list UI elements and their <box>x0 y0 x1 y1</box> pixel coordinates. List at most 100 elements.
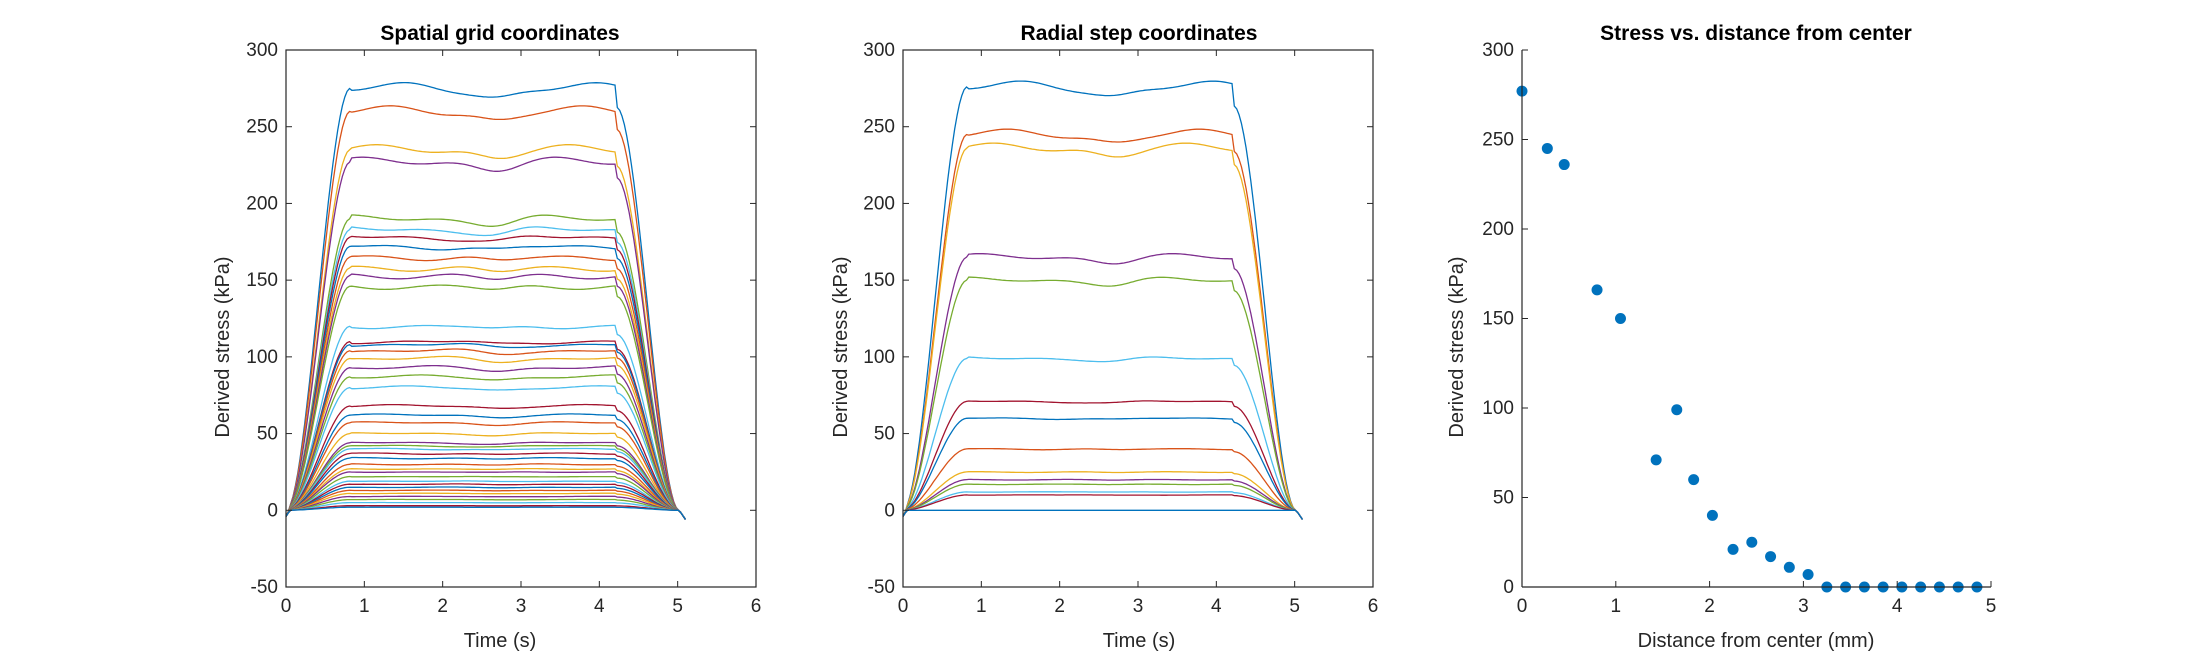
series-line <box>285 467 687 520</box>
series-line <box>285 489 687 520</box>
y-tick-label: 250 <box>246 117 278 138</box>
series-line <box>285 506 687 520</box>
y-tick-label: 50 <box>874 424 895 445</box>
data-point <box>1802 568 1814 580</box>
series-line <box>285 265 687 520</box>
panel-1-series-group <box>285 81 687 520</box>
x-tick-label: 0 <box>1517 596 1528 617</box>
data-point <box>1558 159 1570 171</box>
series-line <box>902 128 1304 520</box>
series-line <box>902 252 1304 520</box>
series-line <box>285 340 687 520</box>
panel-2-title: Radial step coordinates <box>1021 22 1258 45</box>
x-tick-label: 2 <box>1054 596 1065 617</box>
x-tick-label: 0 <box>898 596 909 617</box>
series-line <box>285 255 687 520</box>
panel-1-xlabel: Time (s) <box>464 630 537 652</box>
x-tick-label: 0 <box>281 596 292 617</box>
data-point <box>1541 142 1553 154</box>
data-point <box>1671 404 1683 416</box>
series-line <box>285 226 687 520</box>
series-line <box>285 421 687 520</box>
x-tick-label: 3 <box>1133 596 1144 617</box>
y-tick-label: 300 <box>863 40 895 61</box>
y-tick-label: 100 <box>863 347 895 368</box>
y-tick-label: 150 <box>1482 309 1514 330</box>
y-tick-label: 0 <box>884 500 895 521</box>
series-line <box>902 80 1304 520</box>
data-point <box>1765 551 1777 563</box>
y-tick-label: 150 <box>246 270 278 291</box>
y-tick-label: 200 <box>246 193 278 214</box>
y-tick-label: 200 <box>1482 219 1514 240</box>
series-line <box>902 417 1304 520</box>
panel-stress-vs-distance: Stress vs. distance from center 0 1 2 3 4 505… <box>1446 22 1996 652</box>
series-line <box>285 105 687 520</box>
series-line <box>285 355 687 520</box>
x-tick-label: 5 <box>1986 596 1997 617</box>
y-tick-label: 250 <box>863 117 895 138</box>
data-point <box>1727 543 1739 555</box>
y-tick-label: 100 <box>1482 398 1514 419</box>
data-point <box>1614 313 1626 324</box>
panel-3-ylabel: Derived stress (kPa) <box>1446 256 1468 437</box>
series-line <box>285 456 687 520</box>
series-line <box>285 498 687 520</box>
panel-radial-step: Radial step coordinates 0 1 2 3 4 5 6-50050100… <box>830 22 1378 652</box>
y-tick-label: 150 <box>863 270 895 291</box>
panel-2-series-group <box>902 80 1304 520</box>
series-line <box>902 471 1304 520</box>
y-tick-label: 300 <box>246 40 278 61</box>
x-tick-label: 2 <box>437 596 448 617</box>
y-tick-label: 0 <box>267 500 278 521</box>
series-line <box>285 342 687 520</box>
series-line <box>285 156 687 520</box>
series-line <box>285 413 687 520</box>
panel-1-ylabel: Derived stress (kPa) <box>212 256 234 437</box>
series-line <box>285 81 687 520</box>
y-tick-label: -50 <box>251 577 278 598</box>
panel-1-title: Spatial grid coordinates <box>380 22 619 45</box>
series-line <box>285 385 687 520</box>
y-tick-label: 250 <box>1482 130 1514 151</box>
series-line <box>902 400 1304 520</box>
series-line <box>285 447 687 520</box>
data-point <box>1650 454 1662 466</box>
series-line <box>285 273 687 520</box>
panel-2-xlabel: Time (s) <box>1103 630 1176 652</box>
series-line <box>285 235 687 520</box>
series-line <box>285 471 687 520</box>
series-line <box>285 495 687 520</box>
x-tick-label: 6 <box>1368 596 1379 617</box>
x-tick-label: 5 <box>672 596 683 617</box>
series-line <box>902 478 1304 520</box>
y-tick-label: 200 <box>863 193 895 214</box>
x-tick-label: 3 <box>1798 596 1809 617</box>
series-line <box>285 486 687 520</box>
panel-3-points-group <box>1516 85 1983 593</box>
panel-3-xlabel: Distance from center (mm) <box>1638 630 1875 652</box>
x-tick-label: 3 <box>516 596 527 617</box>
series-line <box>902 356 1304 520</box>
x-tick-label: 4 <box>594 596 605 617</box>
y-tick-label: 50 <box>257 424 278 445</box>
series-line <box>902 491 1304 520</box>
series-line <box>285 348 687 520</box>
y-tick-label: -50 <box>868 577 895 598</box>
series-line <box>285 403 687 520</box>
series-line <box>285 364 687 520</box>
y-tick-label: 100 <box>246 347 278 368</box>
y-tick-label: 300 <box>1482 40 1514 61</box>
x-tick-label: 4 <box>1211 596 1222 617</box>
series-line <box>902 447 1304 520</box>
series-line <box>285 374 687 520</box>
series-line <box>285 480 687 520</box>
y-tick-label: 0 <box>1503 577 1514 598</box>
series-line <box>285 504 687 520</box>
data-point <box>1591 284 1603 296</box>
